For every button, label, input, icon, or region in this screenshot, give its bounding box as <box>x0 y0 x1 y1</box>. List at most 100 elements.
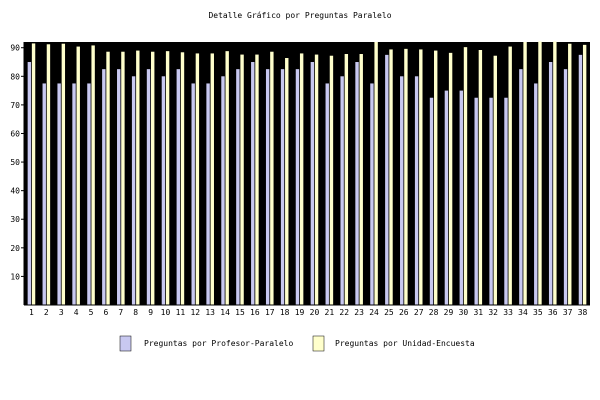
bar-unidad-24 <box>374 42 378 305</box>
bar-profesor-23 <box>355 62 359 306</box>
bar-unidad-13 <box>210 53 214 306</box>
x-tick-label-38: 38 <box>578 308 588 317</box>
x-tick-label-24: 24 <box>369 308 379 317</box>
bar-unidad-34 <box>523 42 527 305</box>
x-tick-label-33: 33 <box>503 308 513 317</box>
bar-unidad-38 <box>582 44 587 306</box>
y-tick-label-60: 60 <box>10 129 20 138</box>
x-tick-label-10: 10 <box>161 308 171 317</box>
x-tick-label-17: 17 <box>265 308 275 317</box>
bar-unidad-11 <box>180 52 185 305</box>
bar-unidad-10 <box>165 51 170 306</box>
x-tick-label-9: 9 <box>148 308 153 317</box>
y-tick-label-70: 70 <box>10 101 20 110</box>
bar-unidad-19 <box>299 53 304 306</box>
bar-profesor-29 <box>444 90 449 305</box>
x-tick-label-14: 14 <box>220 308 230 317</box>
y-tick-label-80: 80 <box>10 72 20 81</box>
x-tick-label-22: 22 <box>339 308 349 317</box>
bar-profesor-27 <box>414 76 419 305</box>
bar-unidad-26 <box>404 48 408 306</box>
x-tick-label-18: 18 <box>280 308 290 317</box>
bar-unidad-1 <box>31 43 36 306</box>
legend-label-unidad: Preguntas por Unidad-Encuesta <box>335 339 475 348</box>
bar-profesor-36 <box>548 62 553 306</box>
bar-profesor-5 <box>87 83 91 305</box>
x-tick-label-7: 7 <box>118 308 123 317</box>
bar-profesor-28 <box>429 97 434 306</box>
bars-group <box>27 41 587 306</box>
x-tick-label-37: 37 <box>563 308 573 317</box>
legend-swatch-profesor <box>119 335 132 352</box>
x-tick-label-4: 4 <box>74 308 79 317</box>
x-tick-label-16: 16 <box>250 308 260 317</box>
bar-profesor-34 <box>519 69 523 305</box>
x-tick-label-12: 12 <box>190 308 200 317</box>
bar-profesor-15 <box>236 69 240 305</box>
y-tick-label-40: 40 <box>10 187 20 196</box>
bar-unidad-2 <box>46 44 51 305</box>
bar-unidad-20 <box>314 54 319 305</box>
bar-profesor-4 <box>72 83 76 305</box>
bar-unidad-4 <box>76 46 80 305</box>
x-tick-label-35: 35 <box>533 308 543 317</box>
bar-profesor-3 <box>57 83 61 305</box>
x-tick-label-20: 20 <box>310 308 320 317</box>
x-tick-label-6: 6 <box>104 308 109 317</box>
bar-unidad-6 <box>106 51 110 305</box>
bar-profesor-24 <box>370 83 374 305</box>
x-tick-label-28: 28 <box>429 308 439 317</box>
bar-unidad-33 <box>508 46 512 305</box>
legend-swatch-unidad <box>312 335 325 352</box>
bar-unidad-9 <box>151 51 155 305</box>
bar-unidad-23 <box>359 54 363 306</box>
chart-title: Detalle Gráfico por Preguntas Paralelo <box>208 11 391 20</box>
bar-unidad-36 <box>553 41 557 306</box>
x-tick-label-34: 34 <box>518 308 528 317</box>
bar-profesor-13 <box>206 83 210 305</box>
bar-profesor-16 <box>251 62 255 306</box>
legend-label-profesor: Preguntas por Profesor-Paralelo <box>144 339 293 348</box>
bar-unidad-15 <box>240 54 244 305</box>
bar-profesor-12 <box>191 83 195 305</box>
bar-profesor-19 <box>295 69 300 305</box>
y-tick-label-90: 90 <box>10 44 20 53</box>
bar-unidad-17 <box>270 51 274 305</box>
bar-profesor-21 <box>325 83 329 305</box>
x-axis: 1 2 3 4 5 6 7 8 9 10 11 12 13 14 15 16 17 18 19 20 21 22 23 24 2… <box>24 304 590 317</box>
bar-profesor-35 <box>534 83 538 305</box>
bar-unidad-16 <box>255 54 259 305</box>
bar-profesor-6 <box>102 69 106 305</box>
y-tick-label-10: 10 <box>10 272 20 281</box>
x-tick-label-26: 26 <box>399 308 409 317</box>
bar-profesor-20 <box>310 62 315 306</box>
bar-profesor-30 <box>459 90 463 305</box>
bar-unidad-32 <box>493 55 497 305</box>
y-axis: 10 20 30 40 50 60 70 80 90 <box>10 42 25 305</box>
bar-unidad-14 <box>225 51 229 306</box>
bar-unidad-5 <box>91 45 95 306</box>
bar-profesor-33 <box>504 97 508 306</box>
bar-profesor-22 <box>340 76 344 305</box>
bar-unidad-18 <box>285 58 289 306</box>
bar-profesor-32 <box>489 97 493 306</box>
bar-profesor-10 <box>161 76 166 305</box>
bar-profesor-38 <box>578 54 583 305</box>
x-tick-label-31: 31 <box>473 308 483 317</box>
bar-profesor-17 <box>265 69 270 305</box>
x-tick-label-11: 11 <box>176 308 186 317</box>
bar-unidad-12 <box>195 53 200 306</box>
x-tick-label-13: 13 <box>205 308 215 317</box>
x-tick-label-15: 15 <box>235 308 245 317</box>
bar-unidad-27 <box>419 49 423 306</box>
x-tick-label-32: 32 <box>488 308 498 317</box>
bar-profesor-2 <box>42 83 46 305</box>
bar-unidad-29 <box>448 52 453 305</box>
bar-profesor-26 <box>400 76 404 305</box>
x-tick-label-27: 27 <box>414 308 424 317</box>
bar-profesor-11 <box>176 69 180 305</box>
bar-unidad-28 <box>434 50 438 305</box>
x-tick-label-1: 1 <box>29 308 34 317</box>
legend: Preguntas por Profesor-Paralelo Pregunta… <box>119 335 475 352</box>
